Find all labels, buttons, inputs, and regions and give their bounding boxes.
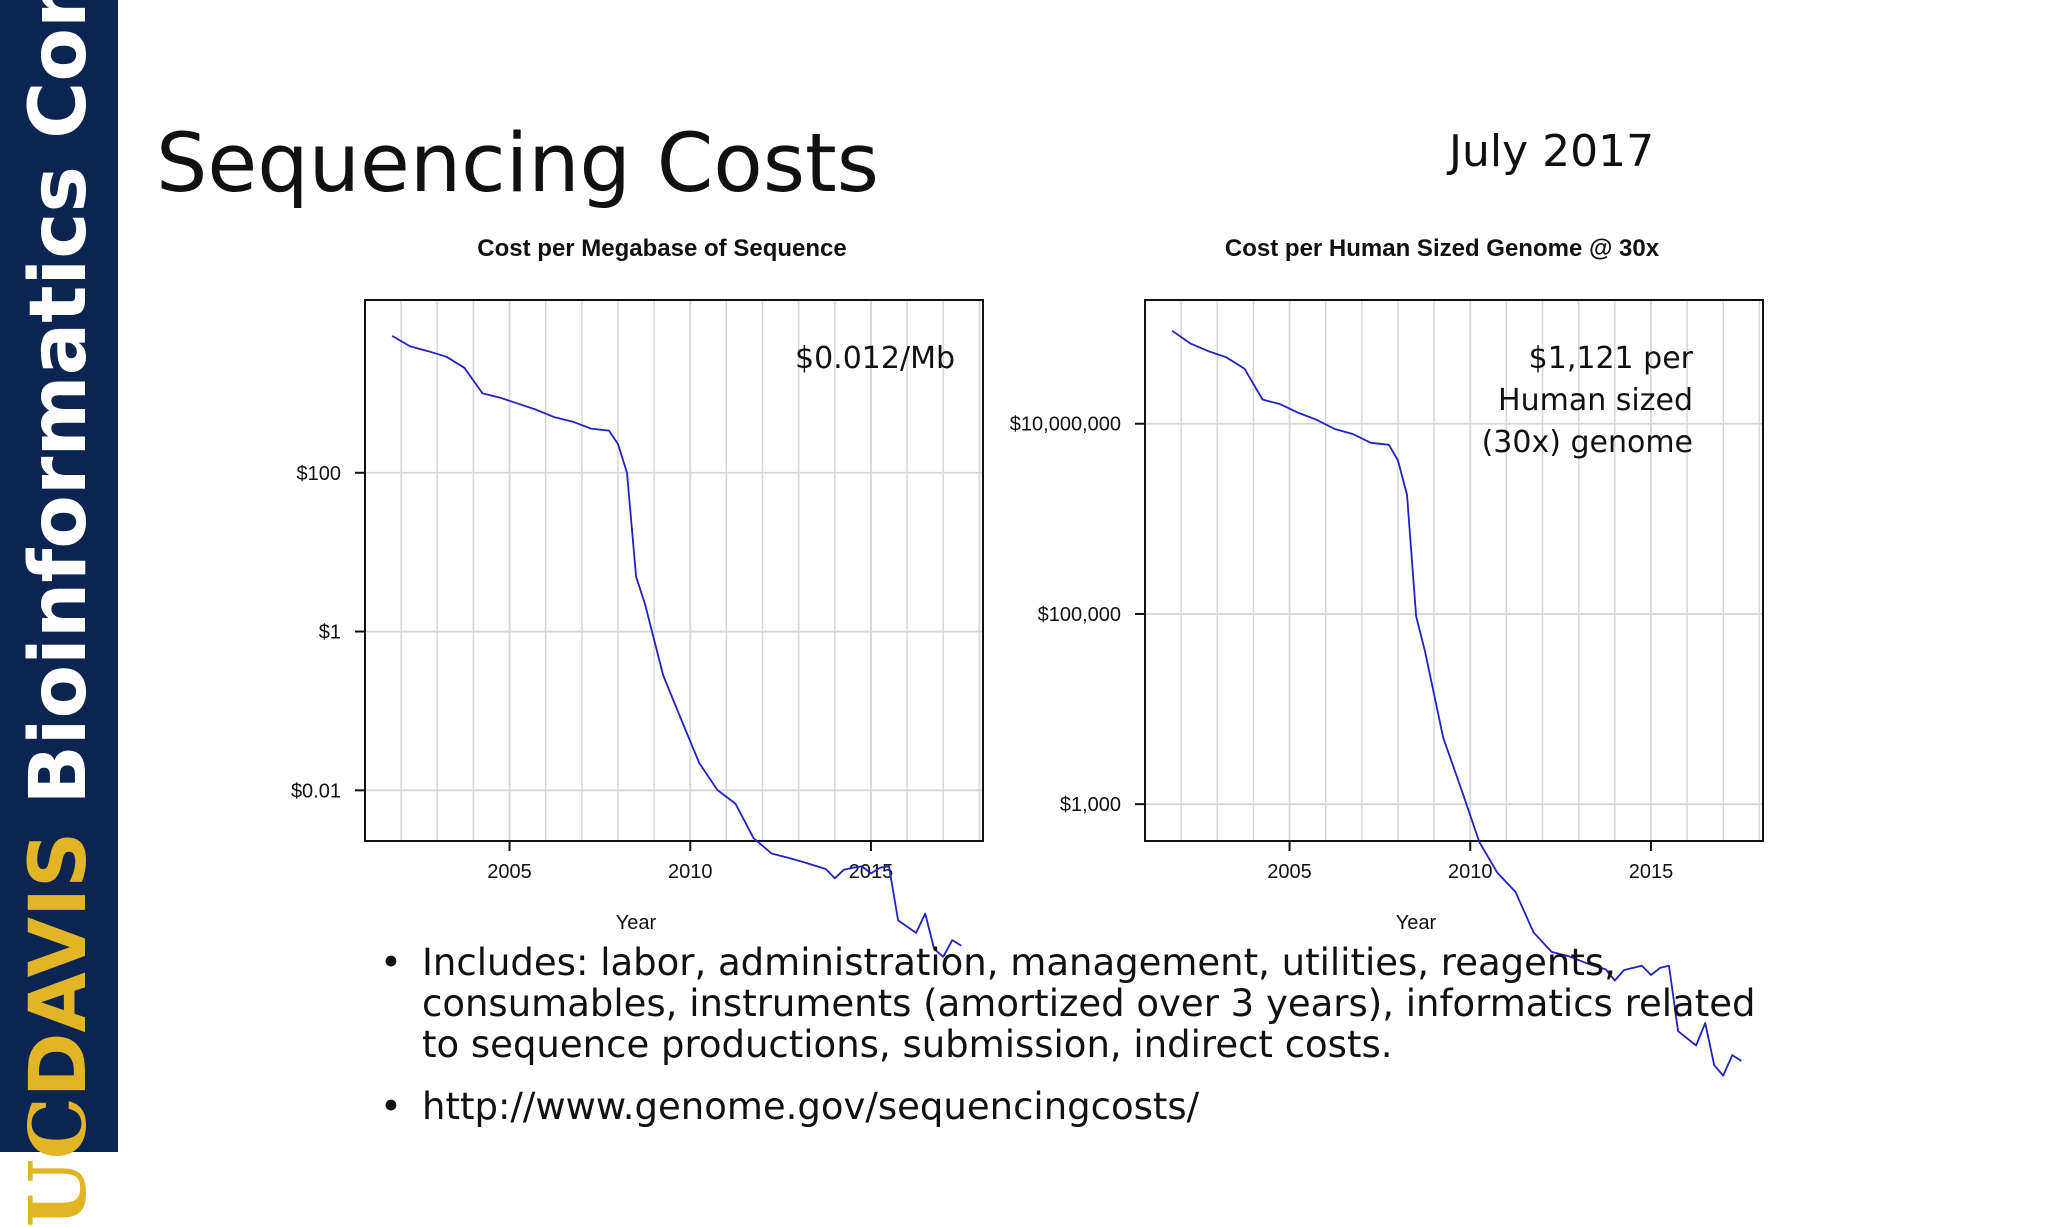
slide-date: July 2017 xyxy=(1449,126,1655,177)
slide-title: Sequencing Costs xyxy=(156,117,879,211)
y-tick-label: $0.01 xyxy=(291,780,341,802)
chart-annotation: $0.012/Mb xyxy=(795,341,955,376)
bullet-source-link[interactable]: http://www.genome.gov/sequencingcosts/ xyxy=(380,1086,1800,1127)
bullet-includes: Includes: labor, administration, managem… xyxy=(380,942,1800,1065)
chart-annotation: Human sized xyxy=(1498,383,1693,418)
x-tick-label: 2005 xyxy=(1267,861,1312,883)
chart-title: Cost per Human Sized Genome @ 30x xyxy=(1225,235,1660,262)
y-tick-label: $100,000 xyxy=(1038,604,1121,626)
y-tick-label: $100 xyxy=(297,463,342,485)
chart-annotation: (30x) genome xyxy=(1482,425,1693,460)
x-tick-label: 2015 xyxy=(849,861,894,883)
bullet-list: Includes: labor, administration, managem… xyxy=(380,942,1800,1148)
chart-title: Cost per Megabase of Sequence xyxy=(477,235,846,262)
y-tick-label: $1 xyxy=(319,622,341,644)
series-line xyxy=(391,335,962,958)
plot-frame xyxy=(1144,299,1764,842)
y-tick-label: $1,000 xyxy=(1060,794,1121,816)
y-tick-label: $10,000,000 xyxy=(1010,414,1121,436)
x-axis-label: Year xyxy=(616,912,657,934)
x-axis-label: Year xyxy=(1396,912,1437,934)
sidebar: UCDAVIS Bioinformatics Core xyxy=(0,0,118,1227)
ucdavis-bioinformatics-logo: UCDAVIS Bioinformatics Core xyxy=(13,0,104,1227)
plot-frame xyxy=(364,299,984,842)
x-tick-label: 2010 xyxy=(1448,861,1493,883)
x-tick-label: 2010 xyxy=(668,861,713,883)
x-tick-label: 2005 xyxy=(487,861,532,883)
chart-annotation: $1,121 per xyxy=(1529,341,1694,376)
x-tick-label: 2015 xyxy=(1629,861,1674,883)
